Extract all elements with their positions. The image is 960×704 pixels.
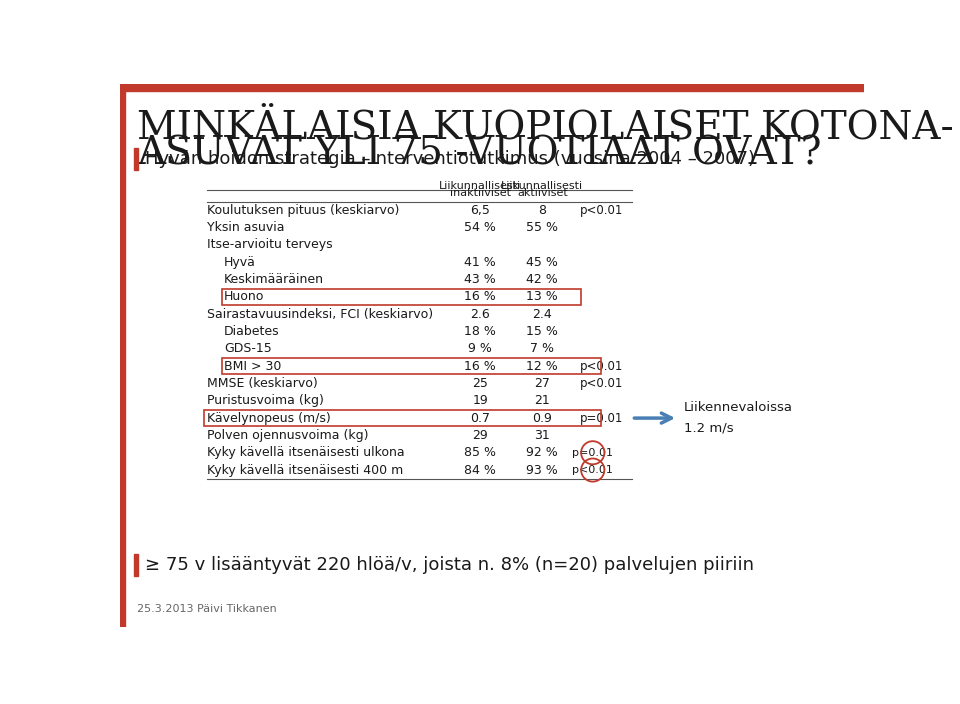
Text: 84 %: 84 % xyxy=(465,463,496,477)
Text: 92 %: 92 % xyxy=(526,446,559,459)
Text: Huono: Huono xyxy=(224,290,264,303)
Text: GDS-15: GDS-15 xyxy=(224,342,272,356)
Text: ASUVAT YLI 75 -VUOTIAAT OVAT?: ASUVAT YLI 75 -VUOTIAAT OVAT? xyxy=(137,135,822,172)
Text: 2.6: 2.6 xyxy=(470,308,491,320)
Text: p<0.01: p<0.01 xyxy=(580,377,623,390)
Text: 0.9: 0.9 xyxy=(533,412,552,425)
Bar xyxy=(134,149,138,170)
Text: 9 %: 9 % xyxy=(468,342,492,356)
Text: p<0.01: p<0.01 xyxy=(572,465,613,475)
Text: 13 %: 13 % xyxy=(526,290,559,303)
Bar xyxy=(120,84,864,92)
Text: 41 %: 41 % xyxy=(465,256,496,269)
Text: Itse-arvioitu terveys: Itse-arvioitu terveys xyxy=(206,239,332,251)
Text: Liikennevaloissa: Liikennevaloissa xyxy=(684,401,793,414)
Bar xyxy=(120,84,126,627)
Text: 85 %: 85 % xyxy=(465,446,496,459)
Text: 12 %: 12 % xyxy=(526,360,559,372)
Text: ≥ 75 v lisääntyvät 220 hlöä/v, joista n. 8% (n=20) palvelujen piiriin: ≥ 75 v lisääntyvät 220 hlöä/v, joista n.… xyxy=(145,556,754,574)
Text: 27: 27 xyxy=(535,377,550,390)
Text: Kävelynopeus (m/s): Kävelynopeus (m/s) xyxy=(206,412,330,425)
Text: 55 %: 55 % xyxy=(526,221,559,234)
Text: p<0.01: p<0.01 xyxy=(580,360,623,372)
Text: BMI > 30: BMI > 30 xyxy=(224,360,281,372)
Text: Kyky kävellä itsenäisesti ulkona: Kyky kävellä itsenäisesti ulkona xyxy=(206,446,404,459)
Text: 16 %: 16 % xyxy=(465,360,496,372)
Text: 2.4: 2.4 xyxy=(533,308,552,320)
Bar xyxy=(134,554,138,576)
Text: Sairastavuusindeksi, FCI (keskiarvo): Sairastavuusindeksi, FCI (keskiarvo) xyxy=(206,308,433,320)
Text: 29: 29 xyxy=(472,429,489,442)
Text: Diabetes: Diabetes xyxy=(224,325,279,338)
Text: p=0.01: p=0.01 xyxy=(580,412,623,425)
Text: 21: 21 xyxy=(535,394,550,407)
Text: Liikunnallisesti: Liikunnallisesti xyxy=(440,181,521,191)
Text: 7 %: 7 % xyxy=(530,342,554,356)
Text: 0.7: 0.7 xyxy=(470,412,491,425)
Text: 16 %: 16 % xyxy=(465,290,496,303)
Text: Puristusvoima (kg): Puristusvoima (kg) xyxy=(206,394,324,407)
Text: 1.2 m/s: 1.2 m/s xyxy=(684,422,733,435)
Text: Hyvä: Hyvä xyxy=(224,256,255,269)
Text: 15 %: 15 % xyxy=(526,325,559,338)
Text: 45 %: 45 % xyxy=(526,256,559,269)
Text: MINKÄLAISIA KUOPIOLAISET KOTONA-: MINKÄLAISIA KUOPIOLAISET KOTONA- xyxy=(137,109,954,146)
Text: Hyvän hoidon strategia –interventiotutkimus (vuosina 2004 – 2007): Hyvän hoidon strategia –interventiotutki… xyxy=(145,150,755,168)
Text: Polven ojennusvoima (kg): Polven ojennusvoima (kg) xyxy=(206,429,369,442)
Text: 54 %: 54 % xyxy=(465,221,496,234)
Text: 42 %: 42 % xyxy=(526,273,559,286)
Text: Liikunnallisesti: Liikunnallisesti xyxy=(501,181,584,191)
Text: MMSE (keskiarvo): MMSE (keskiarvo) xyxy=(206,377,318,390)
Text: 19: 19 xyxy=(472,394,489,407)
Text: aktiiviset: aktiiviset xyxy=(517,188,567,198)
Text: 8: 8 xyxy=(539,203,546,217)
Text: 93 %: 93 % xyxy=(526,463,559,477)
Text: p=0.01: p=0.01 xyxy=(572,448,613,458)
Text: 18 %: 18 % xyxy=(465,325,496,338)
Text: Kyky kävellä itsenäisesti 400 m: Kyky kävellä itsenäisesti 400 m xyxy=(206,463,403,477)
Text: 25.3.2013 Päivi Tikkanen: 25.3.2013 Päivi Tikkanen xyxy=(137,604,276,614)
Text: inaktiiviset: inaktiiviset xyxy=(450,188,511,198)
Text: 43 %: 43 % xyxy=(465,273,496,286)
Text: 6,5: 6,5 xyxy=(470,203,491,217)
Text: Yksin asuvia: Yksin asuvia xyxy=(206,221,284,234)
Text: Koulutuksen pituus (keskiarvo): Koulutuksen pituus (keskiarvo) xyxy=(206,203,399,217)
Text: p<0.01: p<0.01 xyxy=(580,203,623,217)
Text: 25: 25 xyxy=(472,377,489,390)
Text: Keskimääräinen: Keskimääräinen xyxy=(224,273,324,286)
Text: 31: 31 xyxy=(535,429,550,442)
